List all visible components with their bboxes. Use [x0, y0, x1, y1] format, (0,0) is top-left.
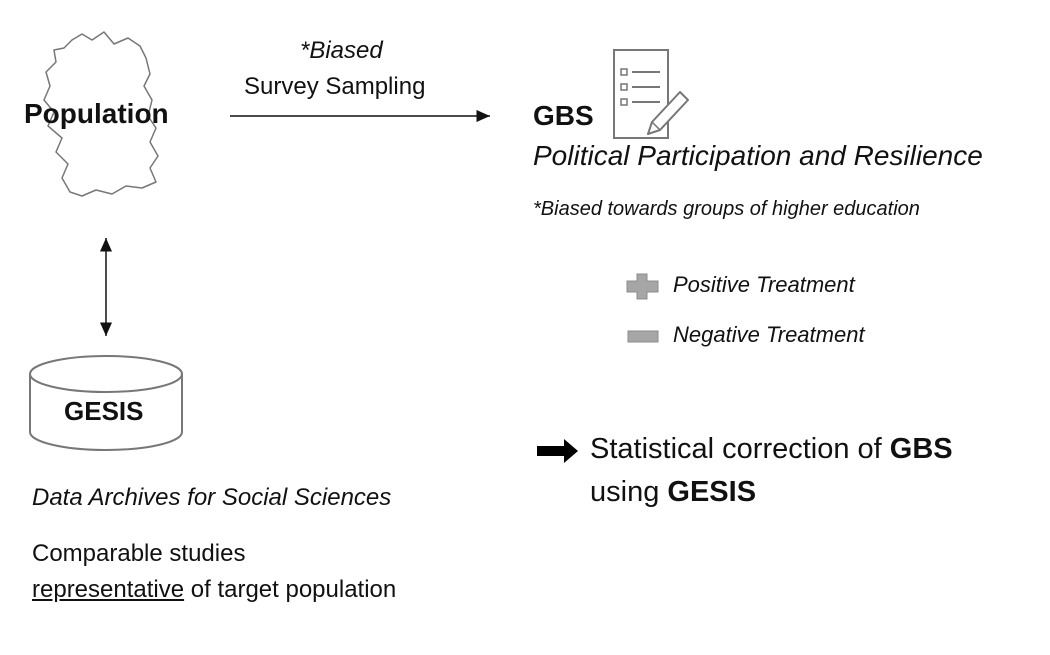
representative-underlined: representative — [32, 576, 185, 603]
germany-map-icon — [43, 31, 159, 197]
comparable-rest: of target population — [184, 576, 397, 603]
gesis-label: GESIS — [64, 396, 144, 426]
correction-line1: Statistical correction of GBS — [590, 433, 953, 466]
survey-form-icon — [613, 49, 689, 139]
database-icon — [29, 355, 183, 451]
population-label: Population — [24, 98, 169, 129]
correction-gbs: GBS — [889, 433, 953, 465]
correction-line2-prefix: using — [590, 476, 668, 508]
legend-negative-label: Negative Treatment — [673, 322, 865, 347]
sampling-label-line2: Survey Sampling — [244, 73, 426, 100]
comparable-studies-line2: representative of target population — [32, 576, 396, 604]
correction-gesis: GESIS — [667, 476, 757, 508]
gbs-note: *Biased towards groups of higher educati… — [533, 198, 920, 220]
minus-icon — [627, 330, 659, 343]
legend-positive-label: Positive Treatment — [673, 272, 855, 297]
correction-prefix: Statistical correction of — [590, 433, 890, 465]
comparable-studies-line1: Comparable studies — [32, 540, 246, 567]
plus-icon — [626, 273, 659, 300]
gesis-caption: Data Archives for Social Sciences — [32, 484, 392, 511]
sampling-label-line1: *Biased — [300, 37, 383, 64]
gbs-title: Political Participation and Resilience — [533, 140, 983, 171]
correction-line2: using GESIS — [590, 476, 756, 509]
gbs-label: GBS — [533, 100, 594, 131]
correction-arrow-icon — [537, 439, 578, 463]
